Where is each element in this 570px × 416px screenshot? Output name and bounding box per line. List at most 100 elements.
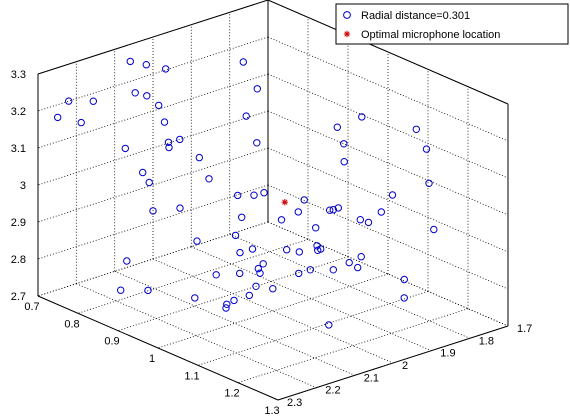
side-wall-grid-line: [37, 147, 269, 223]
legend-box: [335, 3, 569, 45]
scatter-point: [253, 85, 261, 93]
scatter-point: [314, 246, 322, 255]
frame-edge: [267, 0, 509, 105]
scatter-point: [193, 237, 201, 245]
z-tick-label: 2.8: [11, 254, 26, 266]
scatter-point: [222, 304, 230, 312]
scatter-point: [131, 89, 139, 97]
scatter-point: [294, 208, 302, 216]
scatter-point: [329, 206, 337, 214]
x-axis-line: [37, 295, 279, 401]
scatter-point: [325, 321, 333, 329]
scatter-point: [142, 60, 151, 69]
y-tick-label: 1.9: [440, 348, 455, 360]
side-wall-grid-line: [37, 221, 269, 297]
scatter-point: [139, 168, 147, 177]
scatter-point: [313, 242, 321, 250]
side-wall-grid-line: [37, 73, 269, 149]
scatter-point: [176, 204, 184, 212]
x-tick-label: 1.2: [224, 388, 239, 400]
scatter-point: [165, 143, 173, 152]
scatter-point: [329, 266, 337, 274]
scatter-point: [259, 260, 267, 268]
scatter-point: [295, 269, 303, 278]
scatter-point: [65, 97, 73, 105]
scatter-point: [326, 206, 334, 214]
y-tick-label: 1.7: [517, 323, 532, 335]
scatter-point: [354, 263, 362, 272]
side-wall-grid-line: [37, 36, 269, 112]
scatter-point: [149, 207, 157, 215]
scatter-point: [400, 294, 408, 302]
scatter-point: [231, 231, 240, 240]
scatter-point: [400, 275, 408, 284]
legend-label-radial-distance: Radial distance=0.301: [361, 10, 470, 22]
x-tick-label: 0.7: [24, 301, 39, 313]
scatter-point: [191, 294, 199, 302]
scatter-point: [155, 101, 163, 110]
scatter-point: [89, 97, 98, 105]
z-tick-label: 3.3: [11, 69, 26, 81]
y-tick-label: 2.2: [325, 385, 340, 397]
frame-edge: [37, 0, 269, 75]
scatter-point: [143, 92, 151, 100]
z-tick-label: 3.1: [11, 143, 26, 155]
scatter-point: [430, 225, 438, 234]
z-tick-label: 2.7: [11, 291, 26, 303]
scatter-point: [356, 216, 364, 224]
tick-labels: 0.7 0.8 0.9 1 1.1 1.2 1.3 1.7 1.8 1.9 2 2.1 2.2 2.3 2.…: [11, 69, 533, 416]
scatter-point: [230, 296, 238, 305]
scatter-point: [364, 218, 373, 227]
x-tick-label: 0.9: [104, 336, 119, 348]
scatter-point: [283, 246, 291, 254]
data-points: [54, 57, 438, 329]
scatter-point: [242, 112, 250, 120]
scatter-point: [253, 139, 261, 147]
scatter-point: [340, 140, 348, 148]
scatter-point: [340, 158, 348, 166]
scatter-point: [54, 113, 62, 122]
scatter-point: [195, 153, 204, 162]
y-tick-label: 1.8: [479, 335, 494, 347]
x-tick-label: 1.3: [264, 405, 279, 416]
legend-asterisk-marker: [343, 30, 351, 38]
floor-grid-line: [237, 308, 469, 384]
scatter-point: [223, 300, 231, 308]
scatter-point: [388, 191, 397, 199]
scatter-point: [236, 248, 244, 257]
scatter-point: [412, 125, 420, 134]
scatter-point: [234, 191, 242, 200]
scatter-point: [377, 208, 385, 216]
scatter-point: [312, 224, 320, 232]
scatter-point: [250, 191, 258, 199]
legend-label-optimal-location: Optimal microphone location: [361, 29, 500, 41]
scatter-point: [123, 257, 131, 265]
scatter-point: [256, 269, 264, 277]
scatter-point: [269, 285, 277, 293]
scatter-point: [236, 269, 244, 278]
axis-frame: [37, 0, 509, 401]
scatter-point: [238, 213, 246, 222]
scatter-point: [277, 216, 286, 224]
scatter-point: [117, 286, 125, 294]
scatter-point: [252, 282, 260, 290]
scatter-point: [160, 118, 169, 126]
scatter-point: [176, 135, 184, 144]
y-tick-label: 2: [402, 360, 408, 372]
z-tick-label: 3.2: [11, 106, 26, 118]
legend-circle-marker: [343, 11, 351, 19]
scatter-point: [77, 118, 85, 127]
z-tick-label: 3: [20, 180, 26, 192]
scatter-point: [162, 65, 170, 73]
scatter-point: [164, 138, 173, 147]
scatter-point: [422, 145, 431, 153]
scatter-point: [245, 291, 254, 300]
z-tick-label: 2.9: [11, 217, 26, 229]
y-axis-line: [277, 325, 509, 401]
x-tick-label: 1: [149, 353, 155, 365]
side-wall-grid-line: [37, 184, 269, 260]
scatter-point: [121, 144, 130, 153]
scatter-point: [334, 204, 342, 212]
scatter-point: [145, 178, 153, 187]
legend: Radial distance=0.301 Optimal microphone…: [335, 3, 569, 45]
